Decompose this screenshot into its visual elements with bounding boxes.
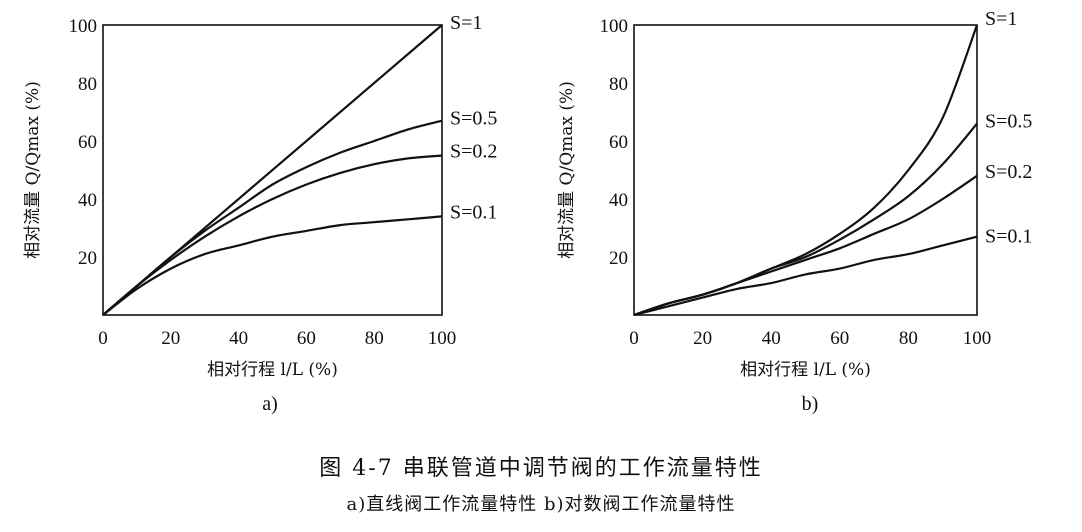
panel-b-label: b) <box>802 393 819 415</box>
panel-b-xtick-label: 0 <box>629 328 639 349</box>
panel-a-frame <box>102 24 443 316</box>
panel-a-x-axis-label: 相对行程 l/L (%) <box>207 360 338 380</box>
panel-a-series-line-2 <box>102 154 443 316</box>
panel-b-ytick-label: 100 <box>600 16 629 37</box>
panel-b-series-line-3 <box>633 235 978 317</box>
panel-a-series-label: S=0.2 <box>450 141 497 163</box>
panel-a-xtick-label: 40 <box>229 328 248 349</box>
panel-b-ytick-label: 40 <box>609 190 628 211</box>
panel-a-series-line-1 <box>102 119 443 316</box>
panel-b-ytick-label: 60 <box>609 132 628 153</box>
panel-b-series-label: S=0.2 <box>985 161 1032 183</box>
panel-a-ytick-label: 100 <box>69 16 98 37</box>
panel-a-xtick-label: 20 <box>161 328 180 349</box>
panel-a-ytick-label: 60 <box>78 132 97 153</box>
panel-b-y-axis-label: 相对流量 Q/Qmax (%) <box>557 81 577 259</box>
panel-b-x-axis-label: 相对行程 l/L (%) <box>740 360 871 380</box>
panel-b-xtick-label: 100 <box>963 328 992 349</box>
panel-a-series-label: S=1 <box>450 12 482 34</box>
panel-a-xtick-label: 100 <box>428 328 457 349</box>
panel-a-ytick-label: 20 <box>78 248 97 269</box>
panel-b-series-label: S=1 <box>985 8 1017 30</box>
panel-a-ytick-label: 40 <box>78 190 97 211</box>
panel-b-xtick-label: 80 <box>899 328 918 349</box>
panel-b-series-line-0 <box>633 24 979 317</box>
panel-a-xtick-label: 60 <box>297 328 316 349</box>
panel-b-frame <box>633 24 978 316</box>
panel-b-series-line-2 <box>633 174 978 317</box>
panel-a-series-line-3 <box>102 215 443 316</box>
panel-b-series-label: S=0.5 <box>985 111 1032 133</box>
panel-b-ytick-label: 20 <box>609 248 628 269</box>
panel-b-ytick-label: 80 <box>609 74 628 95</box>
panel-b-xtick-label: 20 <box>693 328 712 349</box>
panel-a-series-label: S=0.5 <box>450 108 497 130</box>
panel-b-series-label: S=0.1 <box>985 226 1032 248</box>
figure-caption-subtitle: a)直线阀工作流量特性 b)对数阀工作流量特性 <box>346 494 736 515</box>
panel-b-xtick-label: 60 <box>830 328 849 349</box>
panel-a-series-label: S=0.1 <box>450 201 497 223</box>
figure-caption-title: 图 4-7 串联管道中调节阀的工作流量特性 <box>319 456 763 481</box>
panel-a-y-axis-label: 相对流量 Q/Qmax (%) <box>23 81 43 259</box>
panel-b-series-line-1 <box>633 122 978 317</box>
panel-a-label: a) <box>262 393 278 415</box>
panel-b-xtick-label: 40 <box>762 328 781 349</box>
panel-a-xtick-label: 0 <box>98 328 108 349</box>
chart-canvas: 0 20 40 60 80 100 20 40 60 80 100 相对行程 l/L (%) 相对流量 … <box>23 8 1032 415</box>
panel-a-ytick-label: 80 <box>78 74 97 95</box>
panel-a-xtick-label: 80 <box>365 328 384 349</box>
